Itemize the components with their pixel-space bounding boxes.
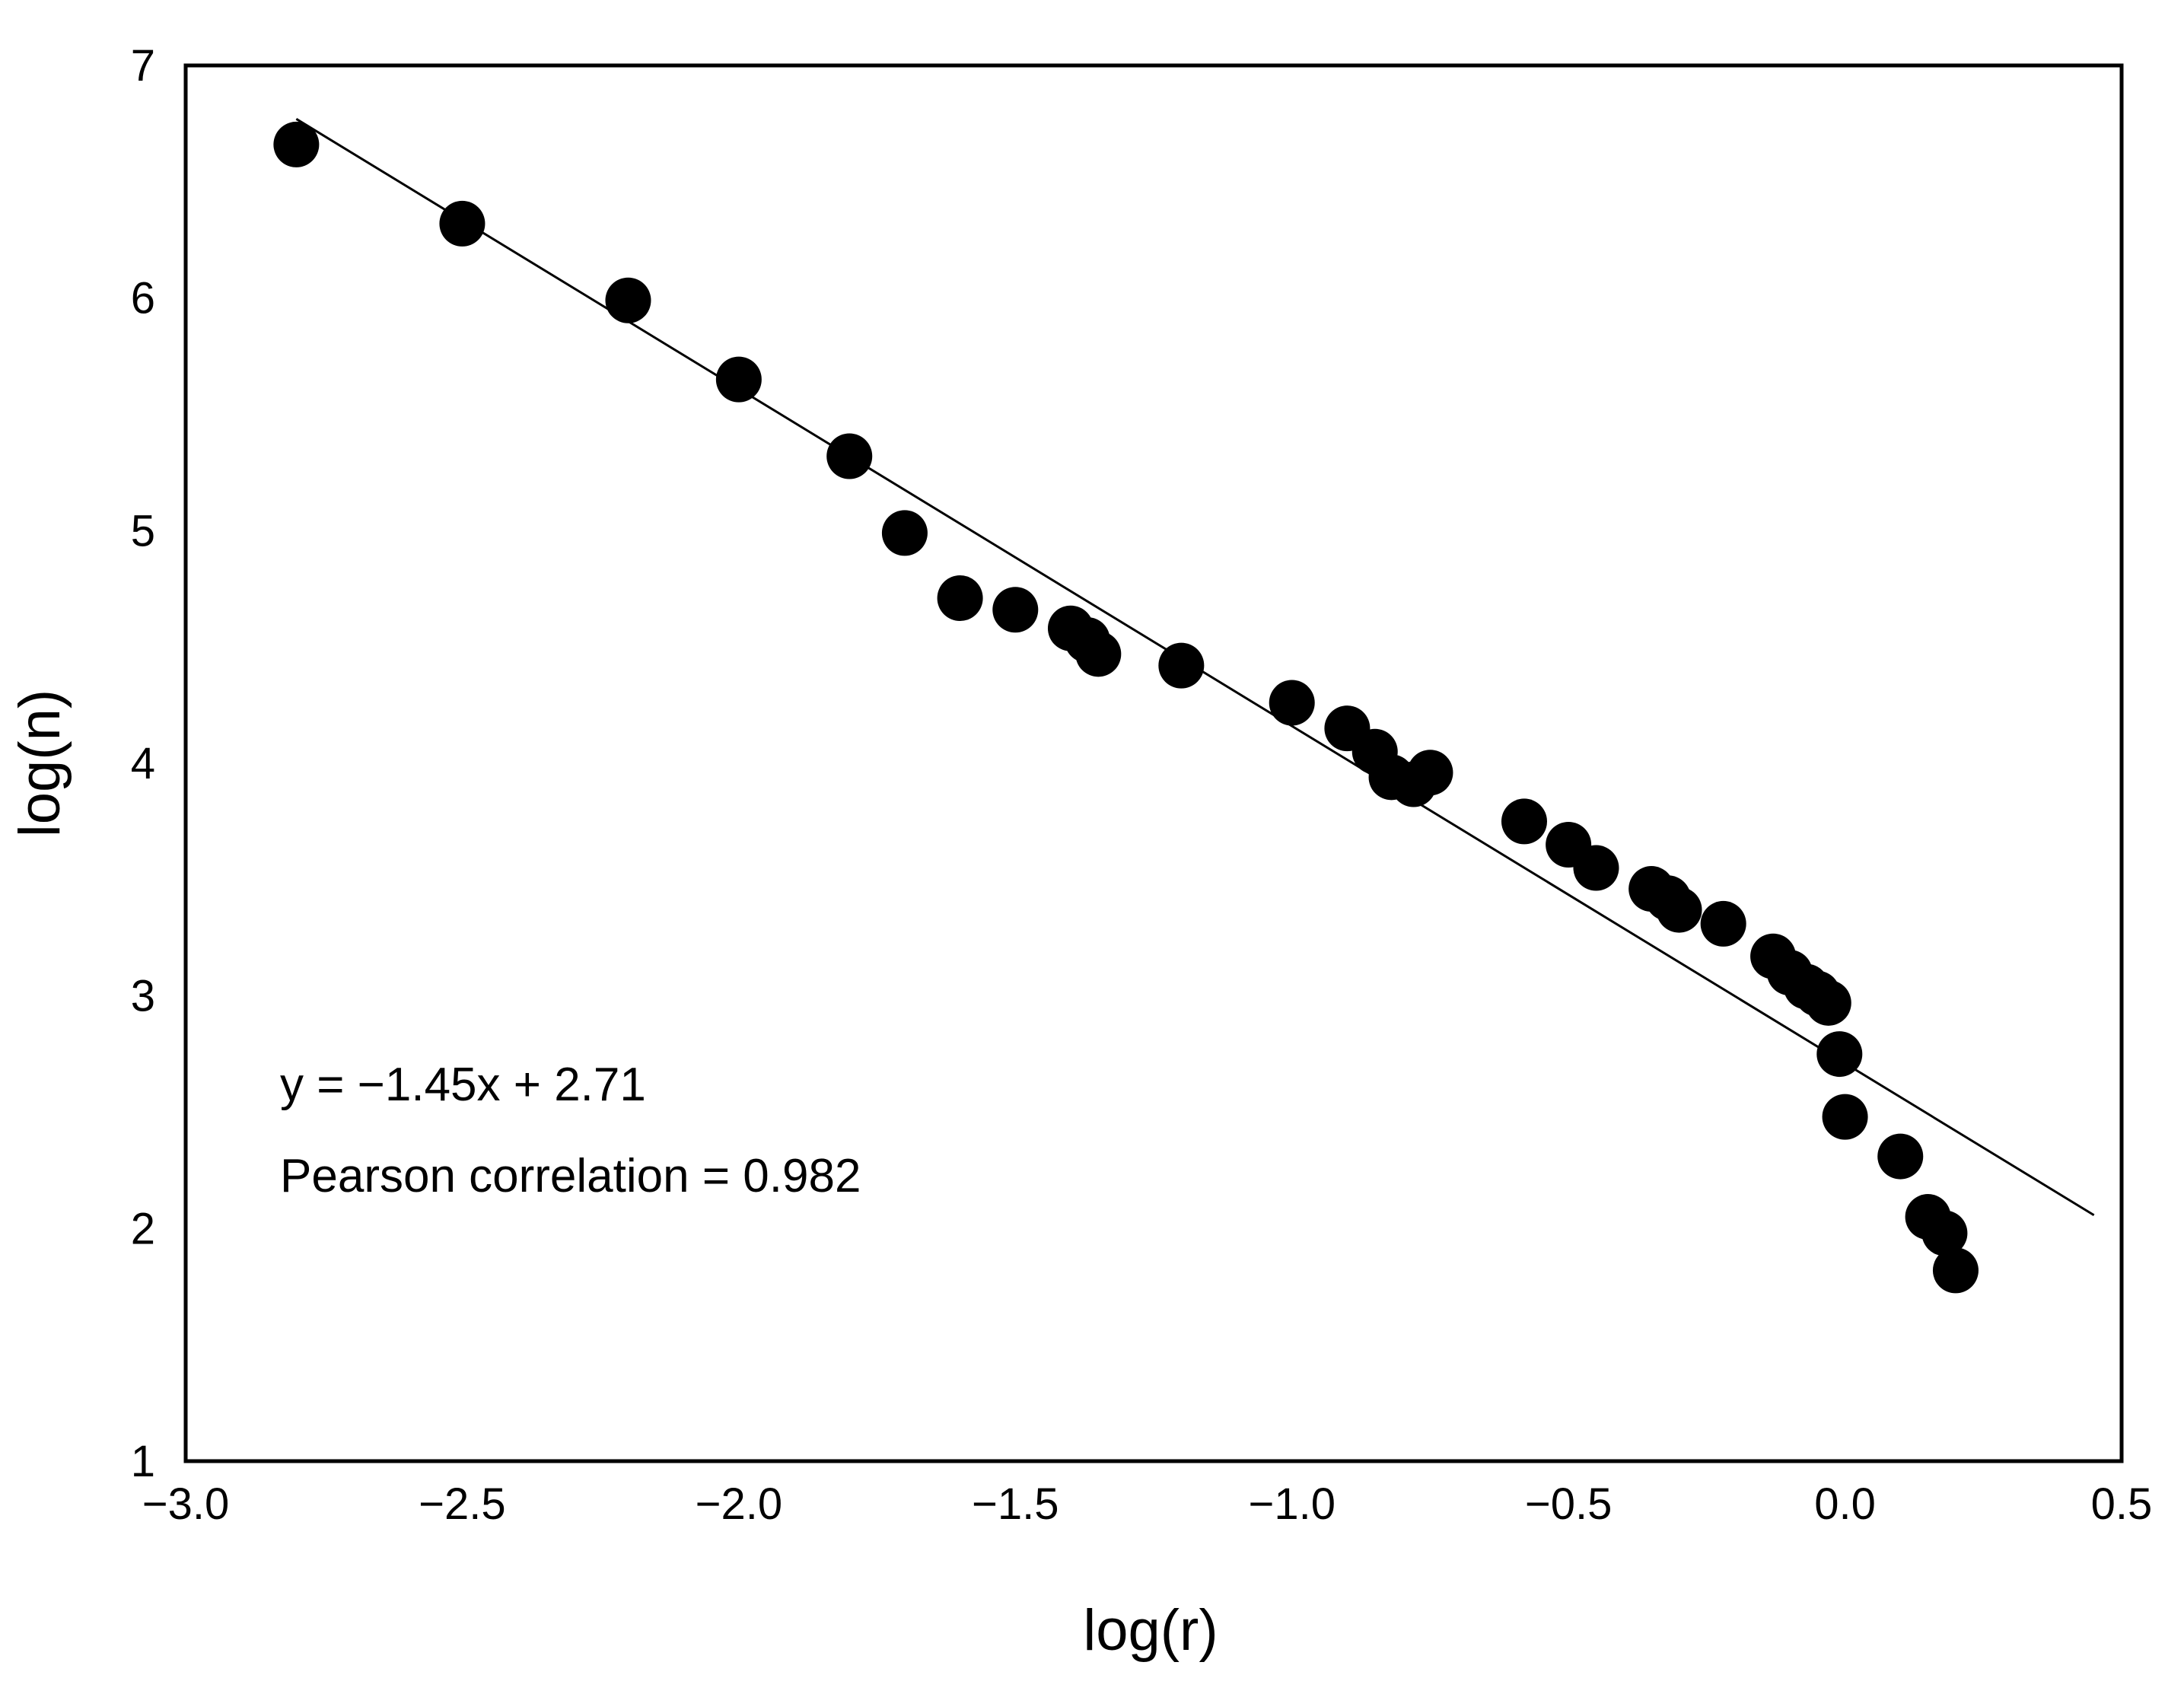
- data-point: [1075, 631, 1122, 677]
- data-point: [1501, 798, 1547, 845]
- x-tick-label: −0.5: [1525, 1479, 1613, 1529]
- data-points: [273, 121, 1979, 1294]
- y-tick-label: 1: [131, 1437, 155, 1486]
- data-point: [273, 121, 320, 167]
- data-point: [1816, 1031, 1863, 1078]
- y-tick-label: 3: [131, 972, 155, 1021]
- data-point: [715, 356, 762, 403]
- x-axis-title: log(r): [1083, 1598, 1218, 1663]
- data-point: [937, 575, 983, 621]
- x-tick-label: −2.5: [419, 1479, 506, 1529]
- x-tick-label: −3.0: [142, 1479, 230, 1529]
- regression-equation: y = −1.45x + 2.71: [280, 1059, 646, 1111]
- data-point: [1158, 642, 1205, 689]
- data-point: [1407, 750, 1453, 796]
- data-point: [992, 587, 1039, 633]
- y-tick-label: 7: [131, 41, 155, 91]
- y-axis-title: log(n): [8, 689, 72, 837]
- y-tick-label: 6: [131, 274, 155, 323]
- data-point: [1700, 900, 1746, 947]
- data-point: [1877, 1133, 1924, 1180]
- y-tick-labels: 1 2 3 4 5 6 7: [131, 41, 155, 1486]
- x-tick-labels: −3.0 −2.5 −2.0 −1.5 −1.0 −0.5 0.0 0.5: [142, 1479, 2153, 1529]
- data-point: [605, 277, 651, 323]
- data-point: [439, 200, 486, 247]
- data-point: [1269, 680, 1315, 726]
- data-point: [881, 510, 928, 556]
- x-tick-label: −1.5: [972, 1479, 1059, 1529]
- x-tick-label: −1.0: [1248, 1479, 1336, 1529]
- plot-frame: [183, 63, 2124, 1463]
- data-point: [826, 433, 873, 479]
- x-tick-label: 0.0: [1814, 1479, 1876, 1529]
- data-point: [1656, 887, 1702, 933]
- y-tick-label: 4: [131, 739, 155, 788]
- y-tick-label: 2: [131, 1204, 155, 1253]
- data-point: [1573, 845, 1619, 891]
- data-point: [1932, 1247, 1979, 1294]
- data-point: [1822, 1094, 1868, 1140]
- y-tick-label: 5: [131, 506, 155, 556]
- data-point: [1921, 1210, 1968, 1256]
- pearson-correlation: Pearson correlation = 0.982: [280, 1150, 861, 1202]
- data-point: [1805, 979, 1851, 1026]
- x-tick-label: −2.0: [696, 1479, 783, 1529]
- x-tick-label: 0.5: [2091, 1479, 2153, 1529]
